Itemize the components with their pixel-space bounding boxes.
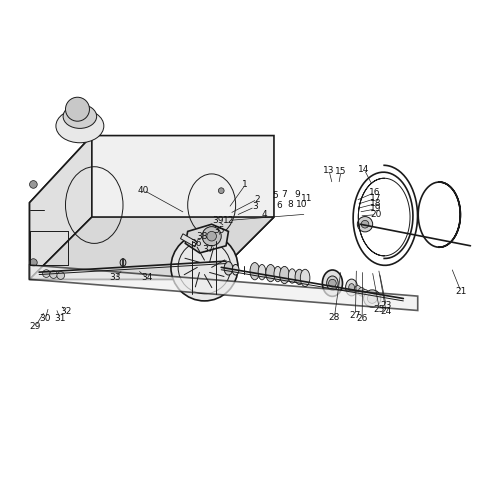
Text: 29: 29	[30, 322, 41, 331]
Ellipse shape	[362, 289, 368, 298]
Text: 13: 13	[324, 166, 335, 175]
Text: 30: 30	[40, 314, 51, 323]
Circle shape	[358, 216, 372, 232]
Text: 21: 21	[455, 287, 466, 296]
Ellipse shape	[280, 267, 289, 283]
Text: 12: 12	[223, 216, 234, 225]
Text: 20: 20	[370, 210, 382, 219]
Text: 9: 9	[294, 190, 300, 200]
Ellipse shape	[232, 265, 239, 275]
Ellipse shape	[288, 269, 296, 283]
Text: 18: 18	[370, 199, 382, 208]
Polygon shape	[186, 224, 228, 253]
Circle shape	[171, 234, 238, 301]
Circle shape	[207, 231, 216, 241]
Text: 32: 32	[60, 308, 72, 316]
Text: 27: 27	[350, 311, 361, 320]
Ellipse shape	[274, 267, 281, 282]
Text: 11: 11	[302, 194, 313, 203]
Ellipse shape	[346, 279, 358, 296]
Text: 19: 19	[370, 204, 382, 214]
Ellipse shape	[250, 263, 260, 280]
Text: 40: 40	[138, 186, 149, 195]
Text: 31: 31	[54, 314, 66, 323]
Text: 8: 8	[288, 200, 294, 209]
Ellipse shape	[258, 265, 266, 280]
Polygon shape	[30, 217, 274, 280]
Text: 34: 34	[141, 273, 152, 282]
Text: 33: 33	[109, 273, 120, 282]
Text: 1: 1	[242, 180, 248, 189]
Text: 17: 17	[370, 194, 382, 203]
Text: 25: 25	[374, 305, 385, 314]
Text: 15: 15	[336, 167, 347, 175]
Text: 3: 3	[252, 202, 258, 212]
Text: 35: 35	[213, 226, 224, 235]
Circle shape	[66, 97, 90, 121]
Text: 7: 7	[282, 190, 288, 200]
Text: 28: 28	[328, 313, 340, 322]
Text: 23: 23	[380, 301, 392, 310]
Text: 4: 4	[262, 210, 267, 219]
Ellipse shape	[266, 265, 276, 282]
Circle shape	[368, 294, 377, 303]
Text: 39: 39	[212, 216, 224, 226]
Circle shape	[202, 227, 221, 246]
Text: 38: 38	[196, 232, 208, 241]
Circle shape	[361, 220, 369, 228]
Text: 24: 24	[380, 308, 392, 316]
Text: 14: 14	[358, 165, 370, 174]
Ellipse shape	[354, 285, 361, 294]
Ellipse shape	[120, 259, 126, 267]
Circle shape	[42, 270, 50, 278]
Text: 6: 6	[276, 201, 281, 210]
Text: 10: 10	[296, 200, 308, 209]
Circle shape	[57, 272, 64, 280]
Ellipse shape	[358, 287, 365, 296]
Polygon shape	[30, 135, 274, 280]
Text: 5: 5	[272, 191, 278, 200]
Circle shape	[328, 280, 336, 287]
Text: 36: 36	[190, 239, 202, 248]
Polygon shape	[180, 234, 198, 247]
Text: 16: 16	[369, 188, 380, 197]
Circle shape	[218, 188, 224, 194]
Ellipse shape	[295, 269, 304, 284]
Text: 2: 2	[254, 195, 260, 204]
Ellipse shape	[322, 270, 342, 296]
Polygon shape	[30, 265, 418, 310]
Ellipse shape	[348, 283, 354, 291]
Circle shape	[50, 271, 58, 279]
Ellipse shape	[224, 262, 232, 275]
Ellipse shape	[63, 105, 96, 128]
Ellipse shape	[56, 109, 104, 143]
Circle shape	[30, 259, 37, 267]
Circle shape	[30, 181, 37, 188]
Text: 26: 26	[356, 314, 368, 323]
Ellipse shape	[326, 276, 338, 290]
Text: 37: 37	[202, 245, 213, 254]
Ellipse shape	[300, 269, 310, 286]
Circle shape	[364, 290, 381, 307]
Polygon shape	[30, 135, 92, 280]
